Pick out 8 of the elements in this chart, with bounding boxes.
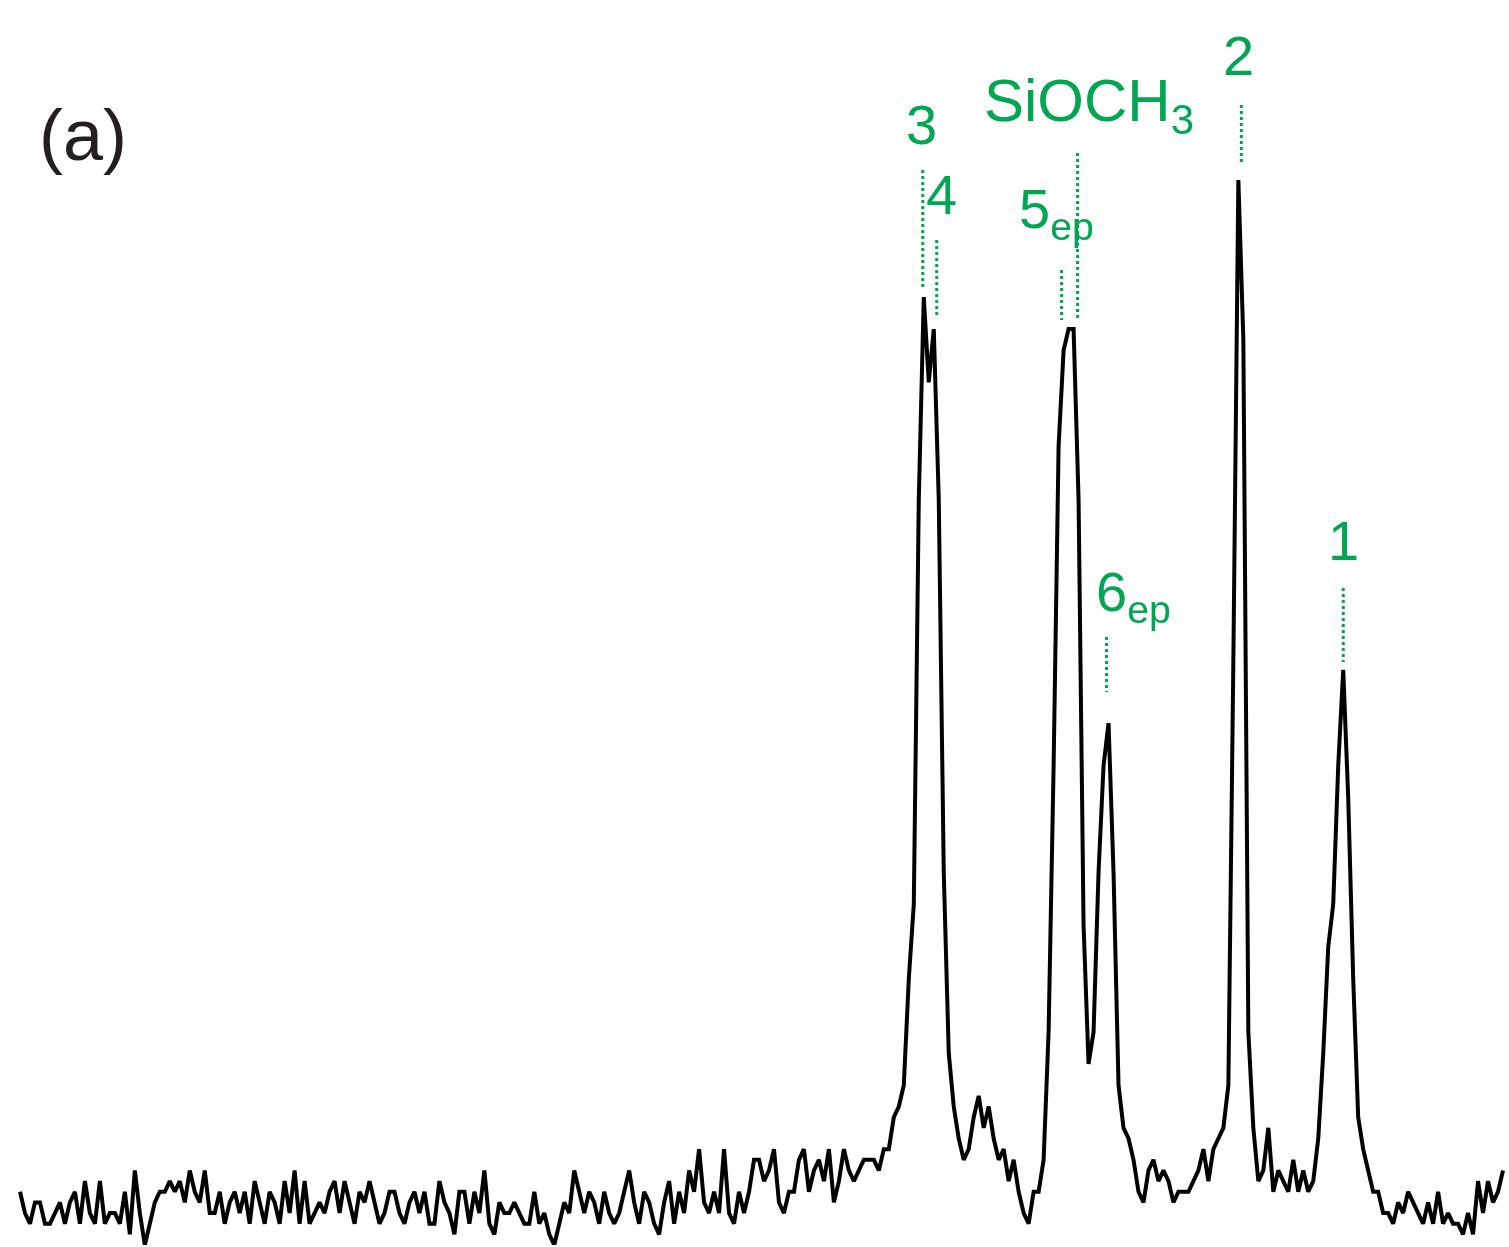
annotation: 4 <box>926 163 958 226</box>
text: (a) <box>39 95 127 175</box>
text: 2 <box>1223 24 1255 87</box>
text: SiOCH$_{3}$ <box>984 67 1195 143</box>
annotation: 5$_{ep}$ <box>1019 177 1094 248</box>
annotation: 1 <box>1328 509 1360 572</box>
text: 3 <box>906 93 938 156</box>
annotation: 6$_{ep}$ <box>1096 560 1171 631</box>
